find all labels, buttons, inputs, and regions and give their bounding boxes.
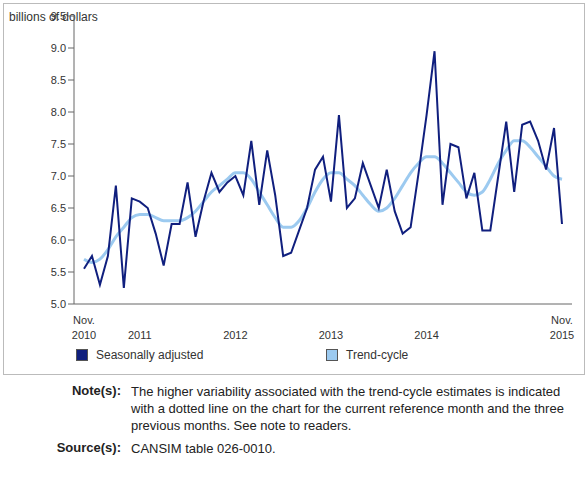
- svg-text:Nov.: Nov.: [73, 314, 95, 326]
- svg-text:6.5: 6.5: [51, 202, 66, 214]
- svg-text:2012: 2012: [223, 329, 247, 341]
- svg-text:5.5: 5.5: [51, 266, 66, 278]
- svg-text:5.0: 5.0: [51, 298, 66, 310]
- svg-text:7.5: 7.5: [51, 138, 66, 150]
- svg-text:9.5: 9.5: [51, 10, 66, 22]
- svg-text:7.0: 7.0: [51, 170, 66, 182]
- svg-text:2011: 2011: [128, 329, 152, 341]
- svg-text:2015: 2015: [550, 329, 574, 341]
- svg-text:2013: 2013: [319, 329, 343, 341]
- svg-text:6.0: 6.0: [51, 234, 66, 246]
- svg-text:9.0: 9.0: [51, 42, 66, 54]
- svg-text:2014: 2014: [414, 329, 438, 341]
- svg-text:8.5: 8.5: [51, 74, 66, 86]
- svg-text:Nov.: Nov.: [551, 314, 573, 326]
- svg-text:2010: 2010: [72, 329, 96, 341]
- svg-text:8.0: 8.0: [51, 106, 66, 118]
